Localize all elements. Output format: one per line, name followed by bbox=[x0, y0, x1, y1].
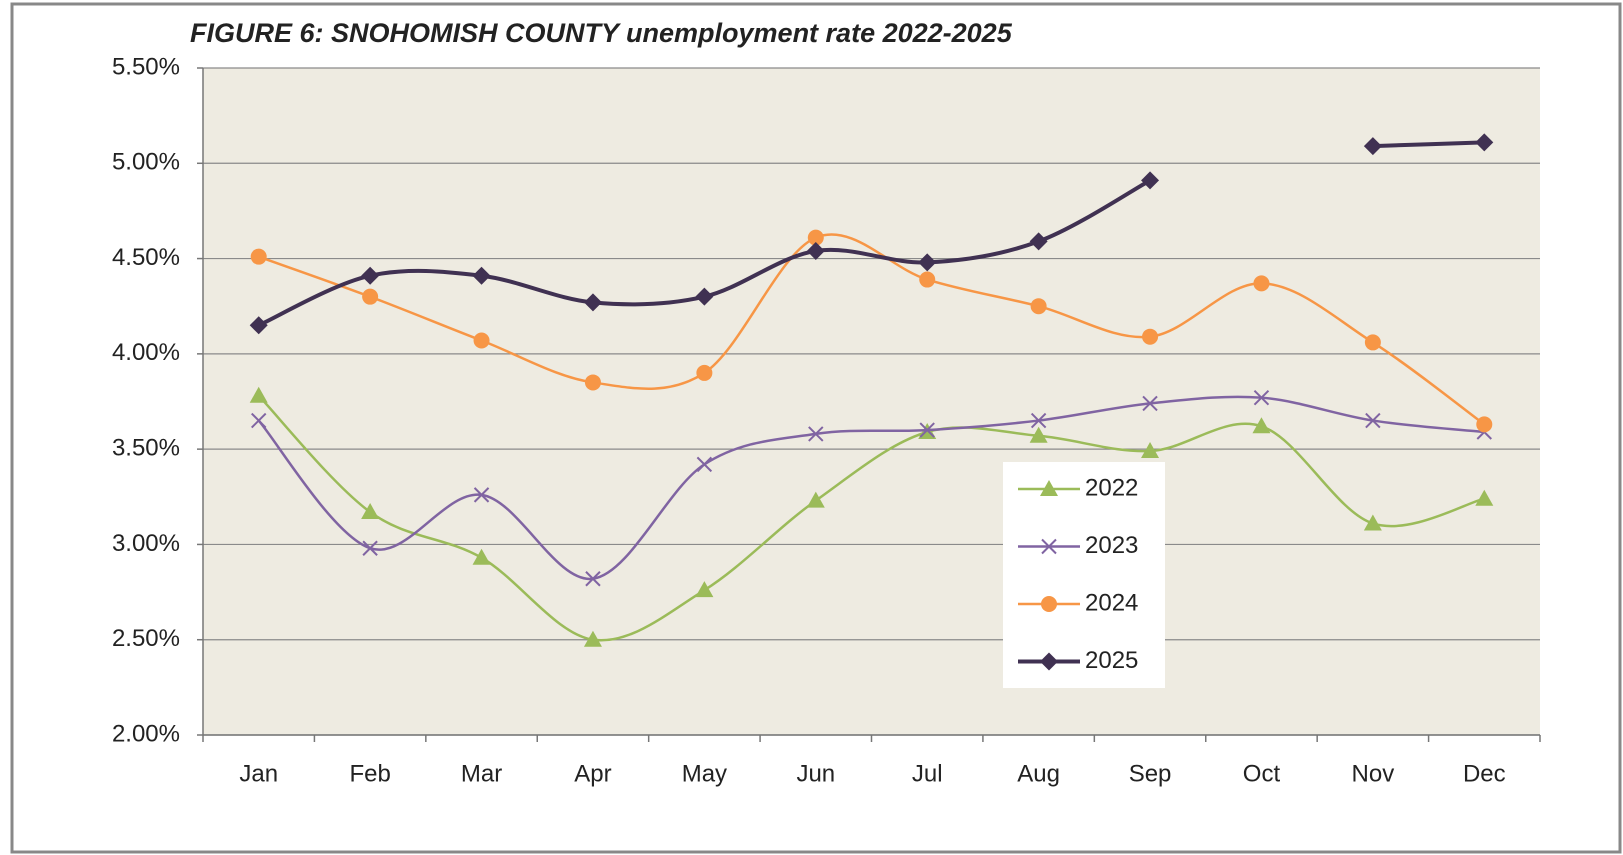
legend-marker bbox=[1041, 596, 1057, 612]
data-point bbox=[696, 456, 713, 473]
data-point bbox=[1029, 426, 1048, 443]
data-point bbox=[1253, 275, 1270, 292]
data-point bbox=[249, 386, 268, 403]
data-point bbox=[1030, 298, 1047, 315]
data-point bbox=[807, 229, 824, 246]
data-point bbox=[806, 491, 825, 508]
data-point bbox=[1365, 412, 1381, 429]
data-point bbox=[472, 266, 491, 285]
series-line bbox=[257, 394, 1485, 642]
chart-title: FIGURE 6: SNOHOMISH COUNTY unemployment … bbox=[190, 18, 1013, 48]
x-tick-label: Dec bbox=[1463, 760, 1506, 787]
y-tick-label: 5.00% bbox=[112, 149, 180, 176]
y-tick-label: 2.50% bbox=[112, 625, 180, 652]
x-tick-label: Sep bbox=[1129, 760, 1172, 787]
data-point bbox=[362, 288, 379, 305]
x-tick-label: May bbox=[682, 760, 727, 787]
data-point bbox=[250, 248, 267, 265]
legend: 2022 2023 2024 2025 bbox=[1003, 462, 1165, 688]
data-point bbox=[1029, 232, 1048, 251]
data-point bbox=[473, 487, 490, 503]
data-point bbox=[361, 266, 380, 285]
x-tick-label: Oct bbox=[1243, 760, 1281, 787]
x-tick-label: Jul bbox=[912, 760, 943, 787]
y-tick-label: 3.00% bbox=[112, 530, 180, 557]
legend-label: 2022 bbox=[1085, 474, 1138, 501]
data-point bbox=[251, 412, 267, 429]
data-point bbox=[1363, 514, 1382, 531]
data-point bbox=[919, 271, 936, 288]
x-tick-label: Mar bbox=[461, 760, 502, 787]
data-point bbox=[918, 253, 937, 272]
data-point bbox=[1476, 416, 1493, 433]
y-tick-label: 4.50% bbox=[112, 244, 180, 271]
data-point bbox=[583, 293, 602, 312]
data-point bbox=[473, 332, 490, 349]
legend-label: 2025 bbox=[1085, 647, 1138, 674]
data-point bbox=[1475, 489, 1494, 506]
data-point bbox=[696, 364, 713, 381]
legend-marker bbox=[1041, 538, 1057, 555]
data-point bbox=[695, 581, 714, 598]
data-point bbox=[584, 374, 601, 391]
legend-label: 2023 bbox=[1085, 532, 1138, 559]
legend-marker bbox=[1040, 652, 1058, 671]
data-point bbox=[806, 241, 825, 260]
data-point bbox=[362, 540, 378, 556]
data-point bbox=[1363, 137, 1382, 156]
y-tick-label: 5.50% bbox=[112, 53, 180, 80]
data-point bbox=[249, 316, 268, 335]
x-tick-label: Nov bbox=[1352, 760, 1395, 787]
data-point bbox=[1252, 417, 1271, 434]
plot-area bbox=[203, 68, 1540, 735]
data-point bbox=[808, 426, 824, 442]
y-tick-label: 3.50% bbox=[112, 434, 180, 461]
y-tick-label: 2.00% bbox=[112, 720, 180, 747]
data-point bbox=[1142, 395, 1158, 412]
data-point bbox=[1141, 171, 1160, 190]
data-point bbox=[472, 548, 491, 565]
x-tick-label: Jun bbox=[796, 760, 835, 787]
data-point bbox=[1142, 328, 1159, 345]
data-point bbox=[1364, 334, 1381, 351]
legend-box bbox=[1003, 462, 1165, 688]
x-tick-label: Aug bbox=[1017, 760, 1060, 787]
data-point bbox=[919, 422, 935, 438]
data-point bbox=[585, 571, 601, 587]
data-point bbox=[1475, 133, 1494, 152]
data-point bbox=[361, 503, 380, 520]
x-tick-label: Feb bbox=[349, 760, 390, 787]
y-tick-label: 4.00% bbox=[112, 339, 180, 366]
data-point bbox=[583, 630, 602, 647]
data-point bbox=[695, 287, 714, 306]
data-point bbox=[1253, 389, 1270, 406]
legend-marker bbox=[1040, 480, 1058, 496]
legend-label: 2024 bbox=[1085, 589, 1138, 616]
data-point bbox=[1141, 442, 1160, 459]
x-tick-label: Apr bbox=[574, 760, 611, 787]
x-tick-label: Jan bbox=[239, 760, 278, 787]
data-point bbox=[1030, 412, 1047, 429]
